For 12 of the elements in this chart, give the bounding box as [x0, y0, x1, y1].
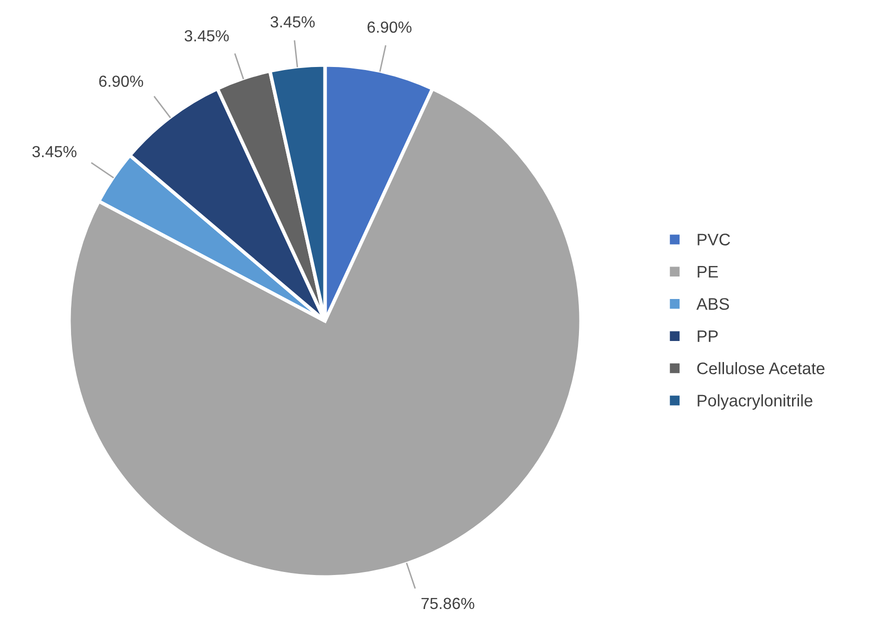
data-label: 6.90% — [368, 21, 412, 33]
legend-label: PVC — [698, 234, 730, 246]
legend-label: PP — [698, 330, 718, 342]
legend-label: Cellulose Acetate — [697, 362, 824, 374]
data-label: 3.45% — [32, 146, 76, 158]
legend-label: Polyacrylonitrile — [698, 394, 812, 410]
legend-label: ABS — [696, 298, 729, 310]
data-label: 6.90% — [99, 76, 144, 87]
data-label: 3.45% — [184, 30, 229, 42]
data-label: 75.86% — [421, 598, 474, 610]
data-label: 3.45% — [270, 16, 315, 28]
legend-label: PE — [698, 266, 718, 278]
